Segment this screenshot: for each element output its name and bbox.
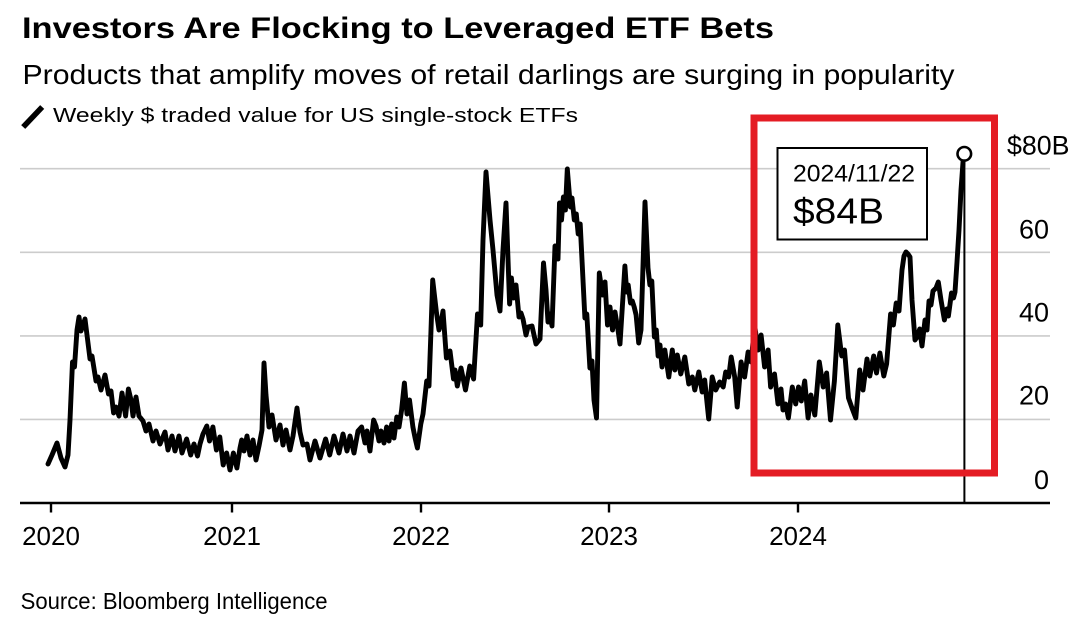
svg-text:2024: 2024 [769,521,827,551]
svg-text:20: 20 [1019,381,1049,411]
svg-text:0: 0 [1034,465,1049,495]
svg-text:2021: 2021 [203,521,261,551]
svg-text:2024/11/22: 2024/11/22 [793,161,915,188]
svg-text:$80B: $80B [1007,131,1070,161]
svg-text:Source: Bloomberg Intelligence: Source: Bloomberg Intelligence [21,588,328,614]
svg-text:Weekly $ traded value for US s: Weekly $ traded value for US single-stoc… [53,104,578,127]
svg-text:60: 60 [1019,215,1049,245]
svg-text:2020: 2020 [22,521,80,551]
svg-text:40: 40 [1019,298,1049,328]
svg-text:2022: 2022 [392,521,450,551]
svg-text:Products that amplify moves of: Products that amplify moves of retail da… [23,59,955,90]
svg-text:2023: 2023 [580,521,638,551]
svg-text:$84B: $84B [793,191,884,232]
svg-text:Investors Are Flocking to Leve: Investors Are Flocking to Leveraged ETF … [22,12,774,45]
